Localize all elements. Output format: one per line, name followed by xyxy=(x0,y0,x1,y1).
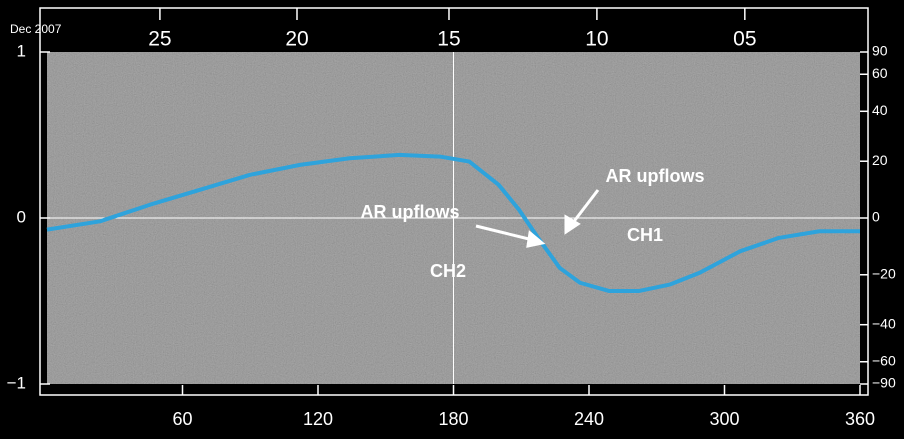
x-tick-label: 180 xyxy=(438,409,468,429)
y2-tick-label: −90 xyxy=(872,375,896,391)
y-tick-label: −1 xyxy=(7,373,26,392)
top-tick-label: 25 xyxy=(148,28,171,51)
x-tick-label: 60 xyxy=(172,409,192,429)
y2-tick-label: 40 xyxy=(872,102,888,118)
top-tick-label: 10 xyxy=(585,28,608,51)
y2-tick-label: −20 xyxy=(872,265,896,281)
y2-tick-label: −60 xyxy=(872,352,896,368)
y-tick-label: 1 xyxy=(17,41,26,60)
y-tick-label: 0 xyxy=(17,207,26,226)
x-tick-label: 360 xyxy=(845,409,875,429)
neutral-line xyxy=(46,152,860,294)
y2-tick-label: 90 xyxy=(872,43,888,59)
date-label: Dec 2007 xyxy=(10,22,62,36)
y2-tick-label: 20 xyxy=(872,152,888,168)
arrows xyxy=(475,189,600,248)
annotation: CH1 xyxy=(627,225,663,245)
y2-tick-label: 0 xyxy=(872,209,880,225)
top-tick-label: 05 xyxy=(733,28,756,51)
x-tick-label: 240 xyxy=(574,409,604,429)
y2-tick-label: 60 xyxy=(872,65,888,81)
x-tick-label: 120 xyxy=(303,409,333,429)
annotation: AR upflows xyxy=(361,202,460,222)
y2-tick-label: −40 xyxy=(872,315,896,331)
annotation: CH2 xyxy=(430,261,466,281)
annotation: AR upflows xyxy=(606,166,705,186)
x-tick-label: 300 xyxy=(709,409,739,429)
top-tick-label: 15 xyxy=(437,28,460,51)
top-tick-label: 20 xyxy=(285,28,308,51)
